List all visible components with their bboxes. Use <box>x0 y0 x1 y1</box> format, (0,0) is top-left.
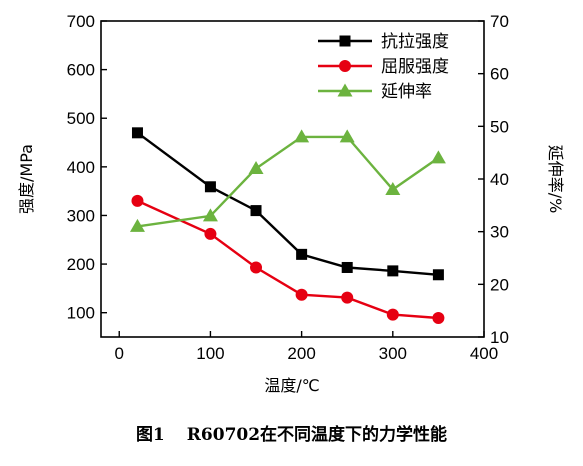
y-axis-right-ticks: 10 20 30 40 50 60 70 <box>478 12 509 347</box>
figure-caption: 图1 R60702在不同温度下的力学性能 <box>0 420 583 445</box>
series-3-point <box>248 160 264 174</box>
x-tick-label: 400 <box>470 344 498 363</box>
series-3-point <box>202 208 218 222</box>
x-axis-label: 温度/℃ <box>264 376 319 395</box>
y-right-tick-label: 20 <box>490 275 509 294</box>
y-axis-left-ticks: 100 200 300 400 500 600 700 <box>67 12 107 323</box>
y-right-tick-label: 60 <box>490 65 509 84</box>
series-3-point <box>339 129 355 143</box>
x-tick-label: 200 <box>287 344 315 363</box>
figure-caption-text: R60702在不同温度下的力学性能 <box>186 425 448 445</box>
y-left-tick-label: 500 <box>67 109 95 128</box>
series-line-3 <box>137 135 440 228</box>
series-2-point <box>386 308 399 321</box>
legend-label-1: 抗拉强度 <box>381 32 449 52</box>
y-right-tick-label: 70 <box>490 12 509 31</box>
series-2-point <box>204 227 217 240</box>
series-1-point <box>432 269 444 281</box>
series-1-point <box>250 205 262 217</box>
series-2-point <box>295 288 308 301</box>
y-left-tick-label: 200 <box>67 255 95 274</box>
series-3-point <box>430 150 446 164</box>
chart: 100 200 300 400 500 600 700 10 20 30 40 50 60 70 0 10… <box>17 12 565 395</box>
series-1-point <box>131 127 143 139</box>
legend-marker-2 <box>339 60 351 72</box>
y-right-tick-label: 40 <box>490 170 509 189</box>
series-2-point <box>341 291 354 304</box>
y-right-tick-label: 50 <box>490 117 509 136</box>
series-1-point <box>341 261 353 273</box>
x-tick-label: 300 <box>379 344 407 363</box>
series-3-point <box>129 218 145 232</box>
series-line-2 <box>137 199 439 320</box>
y-right-tick-label: 10 <box>490 328 509 347</box>
y-left-tick-label: 400 <box>67 158 95 177</box>
legend-label-3: 延伸率 <box>381 82 432 102</box>
y-left-tick-label: 100 <box>67 304 95 323</box>
series-3-point <box>385 182 401 196</box>
series-line-1 <box>136 131 439 276</box>
series-1-point <box>296 248 308 260</box>
series-2-point <box>131 194 144 207</box>
series-1-point <box>387 265 399 277</box>
legend-label-2: 屈服强度 <box>381 57 449 77</box>
y-right-tick-label: 30 <box>490 223 509 242</box>
x-axis-ticks: 0 100 200 300 400 <box>115 331 498 363</box>
series-layer <box>129 127 446 325</box>
y-axis-left-label: 强度/MPa <box>17 144 36 214</box>
y-left-tick-label: 700 <box>67 12 95 31</box>
y-axis-right-label: 延伸率/% <box>546 145 565 214</box>
series-2-point <box>432 312 445 325</box>
series-1-point <box>204 181 216 193</box>
figure-label: 图1 <box>135 425 165 445</box>
y-left-tick-label: 300 <box>67 206 95 225</box>
x-tick-label: 100 <box>196 344 224 363</box>
legend-marker-3 <box>337 83 353 97</box>
legend-marker-1 <box>339 35 351 47</box>
x-tick-label: 0 <box>115 344 124 363</box>
y-left-tick-label: 600 <box>67 61 95 80</box>
series-3-point <box>294 129 310 143</box>
series-2-point <box>250 261 263 274</box>
